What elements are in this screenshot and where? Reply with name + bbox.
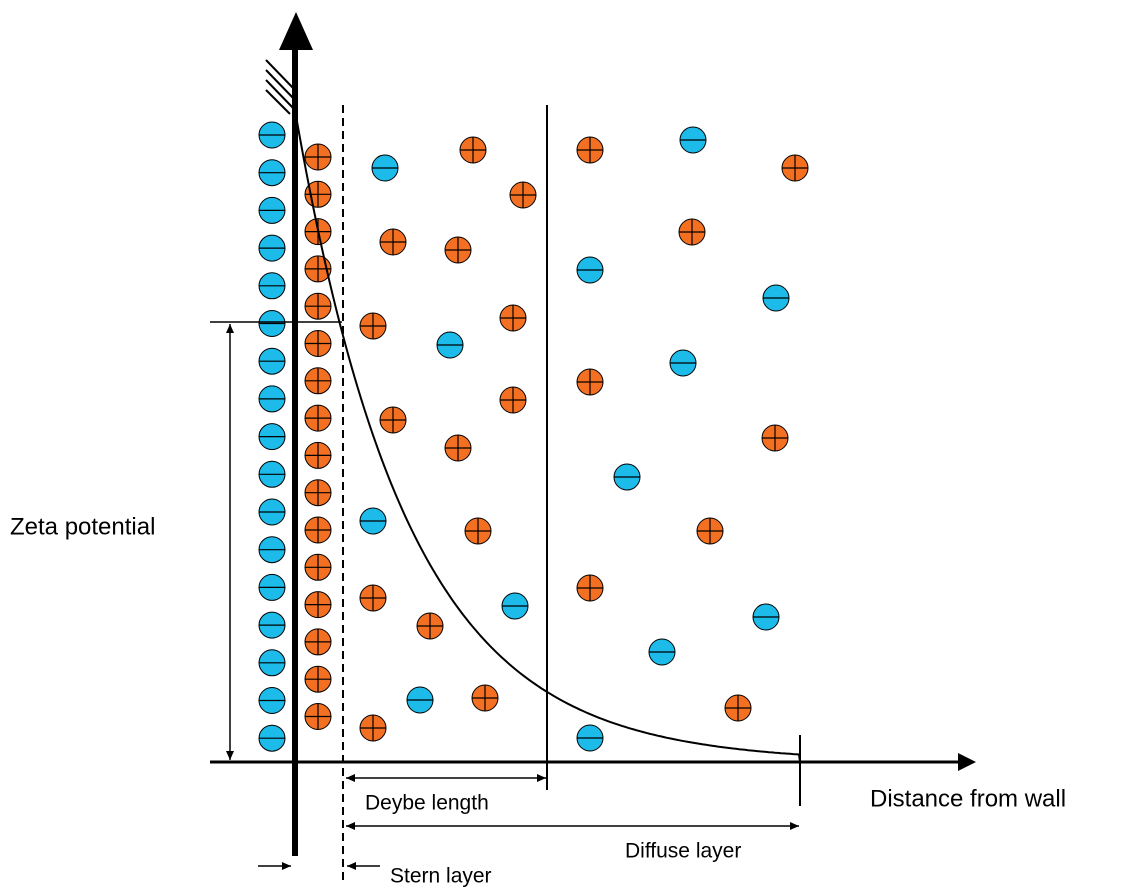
ions <box>258 121 809 752</box>
debye-label: Deybe length <box>365 792 489 815</box>
wall-arrowhead <box>279 12 313 50</box>
axis-arrowhead <box>958 753 976 771</box>
zeta-label: Zeta potential <box>10 513 155 540</box>
potential-curve <box>294 109 801 763</box>
diffuse-label: Diffuse layer <box>625 840 741 863</box>
wall-hatching <box>265 59 296 115</box>
distance-label: Distance from wall <box>870 785 1066 812</box>
stern-label: Stern layer <box>390 865 492 888</box>
